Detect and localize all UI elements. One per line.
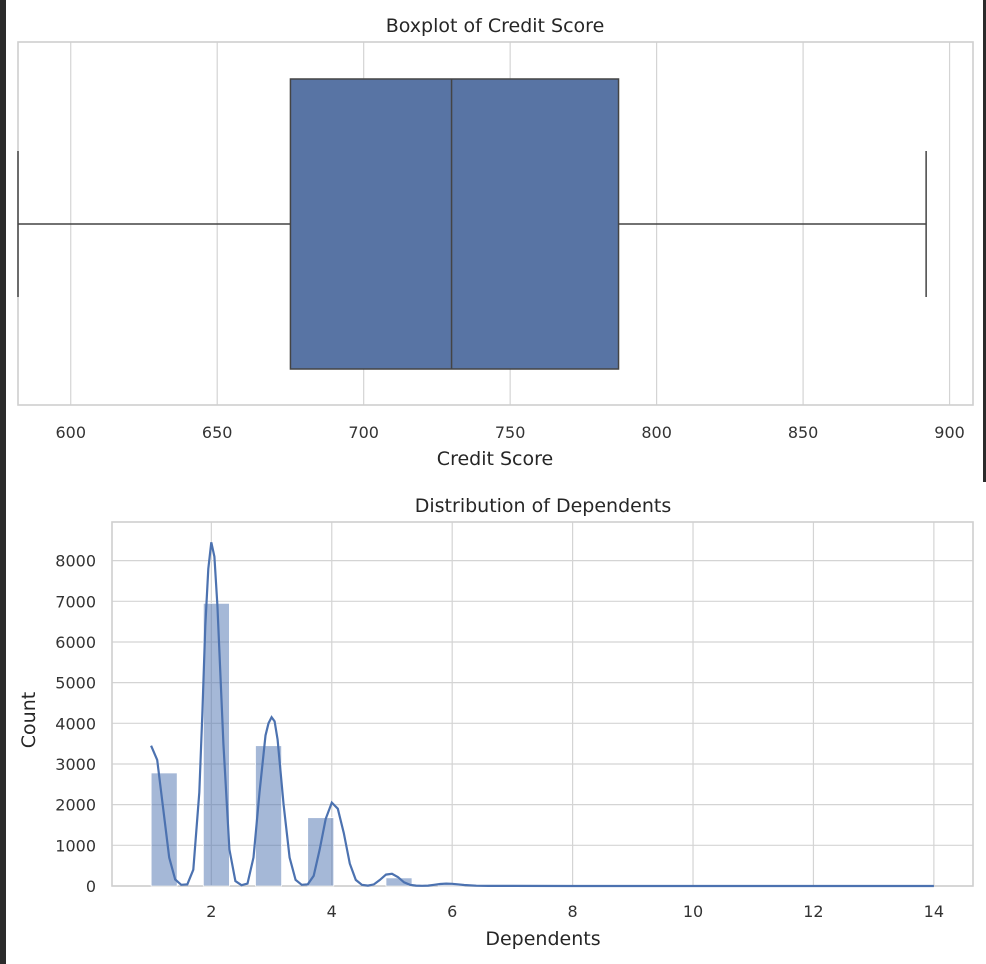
histogram-x-tick-label: 6 xyxy=(447,902,457,921)
boxplot-x-tick-label: 750 xyxy=(495,423,526,442)
histogram-x-tick-label: 8 xyxy=(568,902,578,921)
histogram-gridlines xyxy=(112,522,973,887)
histogram-x-label: Dependents xyxy=(485,928,600,950)
boxplot-x-tick-label: 650 xyxy=(202,423,233,442)
histogram-y-tick-label: 3000 xyxy=(55,755,96,774)
histogram-y-tick-label: 2000 xyxy=(55,796,96,815)
histogram-x-tick-label: 10 xyxy=(683,902,703,921)
boxplot-x-ticks: 600 650 700 750 800 850 900 xyxy=(55,423,964,442)
histogram-bar xyxy=(307,817,335,887)
boxplot-x-label: Credit Score xyxy=(437,448,553,470)
histogram-y-tick-label: 4000 xyxy=(55,714,96,733)
kde-curve xyxy=(150,542,934,888)
histogram-x-tick-label: 2 xyxy=(206,902,216,921)
boxplot-x-tick-label: 700 xyxy=(348,423,379,442)
histogram-frame xyxy=(111,521,974,887)
histogram-x-tick-label: 4 xyxy=(327,902,337,921)
boxplot-x-tick-label: 900 xyxy=(934,423,965,442)
histogram-title: Distribution of Dependents xyxy=(415,495,672,517)
histogram-x-tick-label: 12 xyxy=(803,902,823,921)
histogram-y-tick-label: 1000 xyxy=(55,836,96,855)
histogram-y-ticks: 0 1000 2000 3000 4000 5000 6000 7000 8000 xyxy=(55,552,96,896)
histogram-y-tick-label: 6000 xyxy=(55,633,96,652)
histogram-y-tick-label: 0 xyxy=(86,877,96,896)
interquartile-box xyxy=(289,78,620,370)
histogram-y-tick-label: 5000 xyxy=(55,674,96,693)
histogram-y-label: Count xyxy=(18,692,40,748)
window-edge-left xyxy=(0,0,6,964)
boxplot-x-tick-label: 800 xyxy=(641,423,672,442)
histogram-chart: 2 4 6 8 10 12 14 0 1000 2000 3000 4000 5000 6000 7000… xyxy=(18,495,974,950)
histogram-y-tick-label: 7000 xyxy=(55,592,96,611)
histogram-bar xyxy=(202,602,230,887)
boxplot-x-tick-label: 600 xyxy=(55,423,86,442)
histogram-y-tick-label: 8000 xyxy=(55,552,96,571)
histogram-x-tick-label: 14 xyxy=(924,902,944,921)
histogram-bar xyxy=(255,745,283,887)
histogram-x-ticks: 2 4 6 8 10 12 14 xyxy=(206,902,944,921)
boxplot-box-group xyxy=(17,78,927,370)
boxplot-title: Boxplot of Credit Score xyxy=(386,15,605,37)
window-edge-right xyxy=(983,0,986,482)
histogram-bars xyxy=(150,602,465,887)
boxplot-x-tick-label: 850 xyxy=(788,423,819,442)
boxplot-chart: 600 650 700 750 800 850 900 Boxplot of Credit … xyxy=(17,15,974,470)
